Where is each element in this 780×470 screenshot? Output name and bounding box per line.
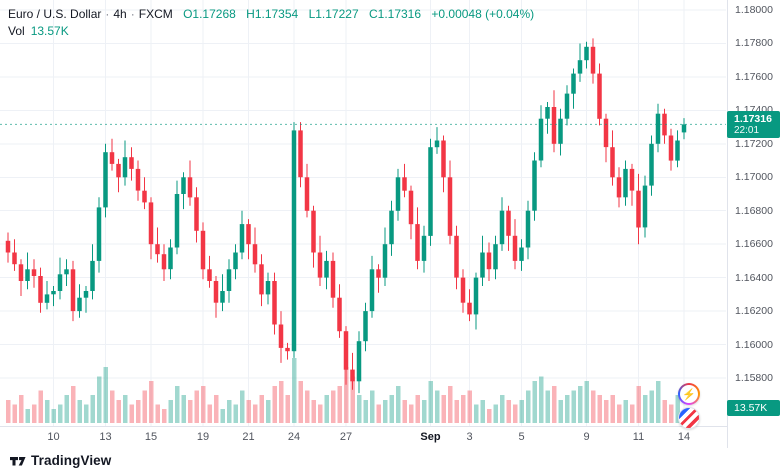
price-axis-label: 1.18000 (735, 4, 773, 16)
chart-pane[interactable] (0, 0, 726, 450)
price-axis-label: 1.17600 (735, 70, 773, 83)
last-price-badge: 1.17316 22:01 (727, 111, 780, 139)
time-axis-label: 3 (466, 431, 473, 443)
time-axis-label: 19 (196, 431, 210, 443)
lightning-icon: ⚡ (680, 385, 698, 403)
bar-countdown: 22:01 (734, 125, 760, 137)
interval-label[interactable]: 4h (113, 7, 127, 21)
tradingview-logo-icon (10, 453, 26, 469)
close-value: 1.17316 (377, 7, 422, 21)
price-axis-label: 1.17000 (735, 171, 773, 184)
time-axis[interactable]: 10 13 15 19 21 24 27 Sep 3 5 9 11 14 (0, 426, 727, 449)
volume-label[interactable]: Vol (8, 24, 25, 38)
brand-name: TradingView (31, 453, 112, 468)
open-label: O (183, 7, 193, 21)
price-axis[interactable]: 1.18000 1.17800 1.17600 1.17400 1.17200 1.170… (727, 0, 780, 448)
exchange-label[interactable]: FXCM (138, 7, 173, 21)
time-axis-label: 9 (583, 431, 590, 443)
low-value: 1.17227 (315, 7, 359, 21)
time-axis-label: Sep (420, 431, 441, 443)
price-axis-label: 1.17800 (735, 37, 773, 50)
time-axis-label: 15 (144, 431, 158, 443)
tradingview-logo[interactable]: TradingView (10, 451, 111, 470)
last-price-value: 1.17316 (734, 113, 772, 126)
volume-axis-badge: 13.57K (727, 400, 780, 417)
time-axis-label: 11 (632, 431, 645, 443)
price-axis-label: 1.16600 (735, 238, 773, 251)
time-axis-label: 27 (339, 431, 353, 443)
time-axis-label: 10 (47, 431, 60, 443)
price-axis-label: 1.16200 (735, 305, 773, 318)
price-axis-label: 1.16400 (735, 271, 773, 284)
legend-separator: · (105, 7, 110, 21)
time-axis-label: 14 (677, 431, 691, 443)
price-axis-label: 1.16000 (735, 338, 773, 351)
time-axis-label: 21 (242, 431, 255, 443)
price-axis-label: 1.16800 (735, 204, 773, 217)
price-axis-label: 1.15800 (735, 372, 773, 384)
price-axis-label: 1.17200 (735, 137, 773, 150)
close-label: C (368, 7, 378, 21)
brand-roundel-icon[interactable] (678, 407, 700, 429)
low-label: L (308, 7, 316, 21)
time-axis-label: 5 (518, 431, 525, 443)
legend-separator: · (130, 7, 135, 21)
open-value: 1.17268 (192, 7, 236, 21)
high-label: H (246, 7, 255, 21)
time-axis-label: 24 (287, 431, 301, 443)
symbol-title[interactable]: Euro / U.S. Dollar (8, 7, 102, 21)
high-value: 1.17354 (254, 7, 299, 21)
boost-button[interactable]: ⚡ (678, 383, 700, 405)
change-value: +0.00048 (+0.04%) (431, 7, 535, 21)
volume-value: 13.57K (30, 24, 69, 38)
chart-legend: Euro / U.S. Dollar · 4h · FXCM O1.17268 H1.1… (8, 6, 534, 40)
time-axis-label: 13 (99, 431, 112, 443)
